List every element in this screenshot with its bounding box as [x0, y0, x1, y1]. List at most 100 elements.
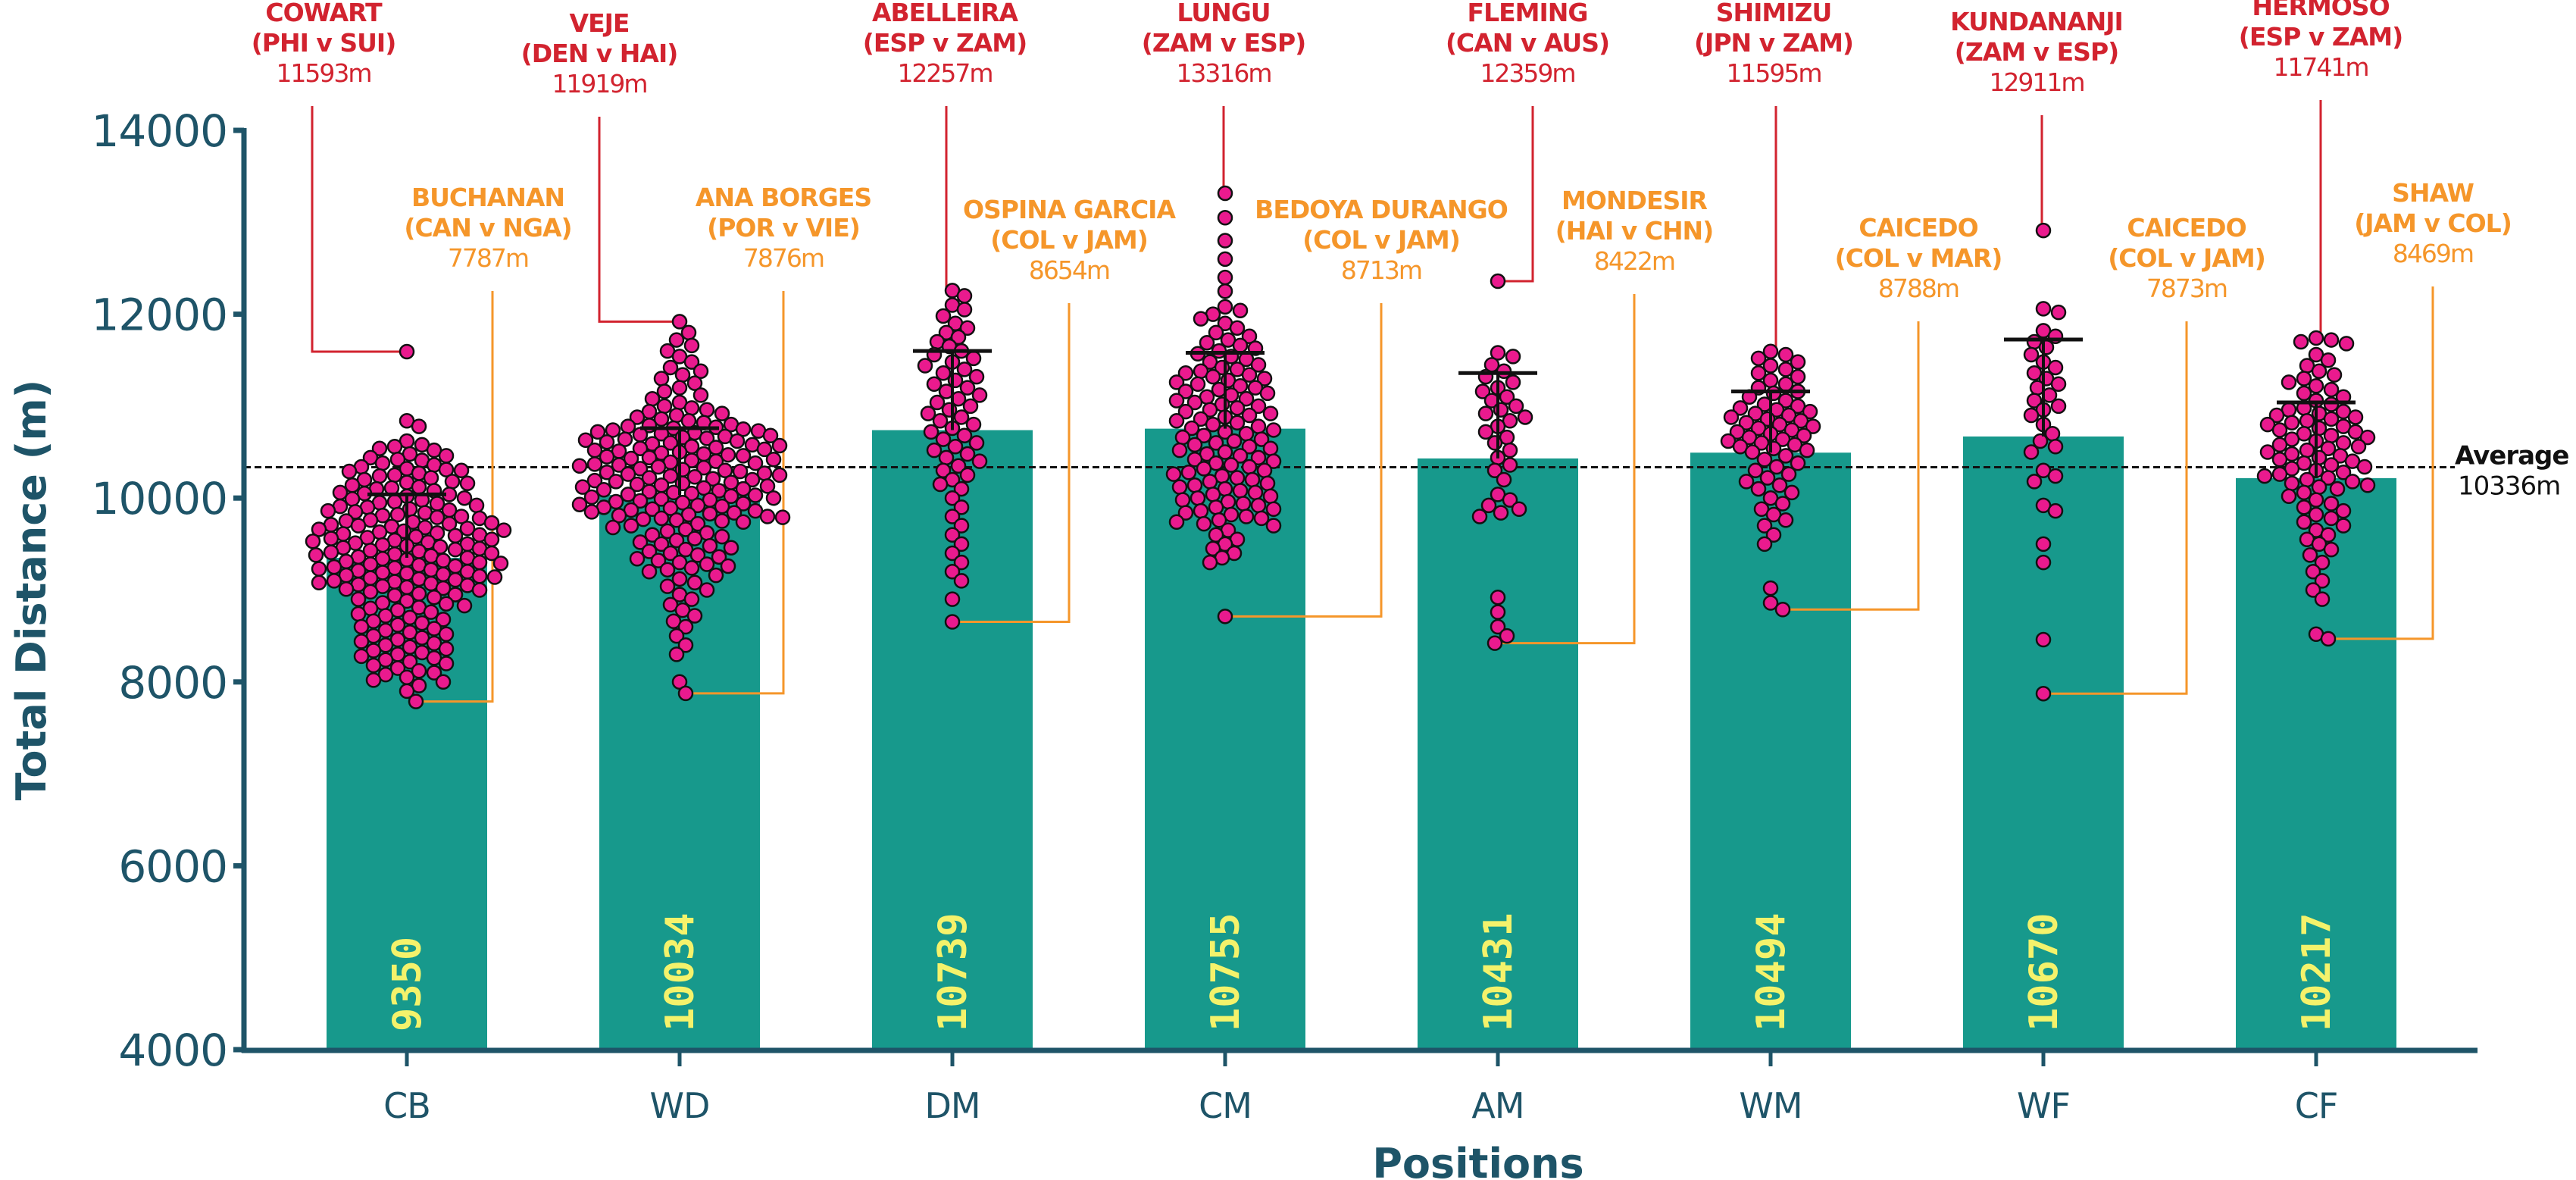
data-point-wd	[771, 437, 788, 454]
data-point-wd	[611, 507, 627, 524]
min-annotation-value: 7873m	[2146, 274, 2227, 303]
data-point-wd	[641, 449, 658, 466]
data-point-cf	[2323, 541, 2340, 558]
data-point-cm	[1238, 426, 1255, 442]
data-point-cb	[496, 522, 512, 538]
min-annotation-player: SHAW	[2392, 178, 2474, 208]
data-point-cb	[389, 660, 406, 676]
data-point-cm	[1217, 209, 1233, 226]
data-point-am	[1499, 389, 1515, 405]
data-point-wm	[1765, 527, 1782, 543]
max-annotation-match: (PHI v SUI)	[252, 28, 396, 58]
data-point-wd	[683, 400, 700, 416]
data-point-cb	[426, 665, 442, 681]
data-point-cm	[1171, 442, 1188, 459]
data-point-cm	[1168, 514, 1185, 530]
data-point-wd	[623, 450, 639, 467]
data-point-wd	[671, 571, 688, 587]
data-point-cf	[2299, 442, 2315, 459]
data-point-wm	[1802, 403, 1818, 420]
data-point-cm	[1226, 433, 1243, 449]
data-point-wd	[708, 567, 724, 584]
max-annotation-value: 13316m	[1176, 58, 1271, 88]
data-point-wd	[774, 509, 791, 525]
data-point-cf	[2299, 471, 2315, 488]
data-point-wm	[1750, 365, 1767, 381]
data-point-wf	[2047, 468, 2064, 484]
data-point-cm	[1262, 440, 1279, 456]
max-annotation-match: (CAN v AUS)	[1446, 28, 1609, 58]
data-point-wm	[1790, 455, 1806, 471]
data-point-cm	[1217, 283, 1233, 299]
data-point-wd	[620, 466, 636, 482]
min-annotation-leader-line	[1783, 321, 1920, 611]
data-point-cm	[1174, 429, 1191, 446]
data-point-cb	[459, 475, 476, 492]
bar-value-label-wm: 10494	[1749, 912, 1794, 1031]
data-point-dm	[968, 368, 985, 385]
data-point-cb	[362, 584, 379, 600]
data-point-am	[1502, 492, 1518, 508]
data-point-wd	[747, 487, 764, 503]
data-point-am	[1505, 349, 1521, 365]
data-point-cf	[2281, 488, 2297, 505]
data-point-cb	[441, 515, 458, 532]
data-point-wd	[571, 496, 588, 512]
data-point-dm	[971, 453, 988, 469]
data-point-wf	[2026, 474, 2043, 490]
data-point-cf	[2344, 474, 2361, 490]
data-point-cf	[2335, 464, 2352, 480]
max-annotation-wm: SHIMIZU(JPN v ZAM)11595m	[1694, 0, 1854, 88]
max-annotation-match: (ESP v ZAM)	[2239, 22, 2402, 52]
data-point-dm	[935, 431, 952, 447]
data-point-dm	[929, 394, 946, 411]
data-point-cf	[2296, 484, 2312, 501]
data-point-wd	[662, 500, 679, 516]
data-point-wf	[2050, 376, 2067, 393]
bar-value-label-wf: 10670	[2021, 912, 2067, 1031]
data-point-cm	[1174, 492, 1191, 508]
data-point-cm	[1253, 510, 1270, 527]
data-point-wd	[735, 496, 752, 512]
data-point-wm	[1777, 362, 1794, 377]
data-point-am	[1480, 497, 1497, 514]
data-point-cf	[2350, 439, 2367, 455]
data-point-cb	[438, 462, 455, 477]
max-annotation-leader-line	[945, 106, 952, 292]
data-point-wd	[699, 556, 715, 572]
data-point-wd	[629, 551, 646, 567]
data-point-wf	[2023, 444, 2040, 460]
data-point-wd	[599, 464, 615, 480]
min-annotation-cb: BUCHANAN(CAN v NGA)7787m	[404, 183, 572, 273]
data-point-cf	[2296, 385, 2312, 402]
data-point-dm	[932, 476, 949, 493]
data-point-wd	[692, 387, 709, 403]
data-point-cm	[1241, 459, 1258, 475]
data-point-wd	[656, 398, 673, 415]
data-point-cf	[2268, 407, 2285, 424]
data-point-cf	[2320, 470, 2337, 486]
min-annotation-player: CAICEDO	[1859, 213, 1977, 243]
data-point-wd	[696, 459, 712, 476]
data-point-am	[1496, 471, 1512, 488]
data-point-wd	[583, 504, 600, 520]
data-point-cf	[2305, 563, 2321, 580]
data-point-cm	[1186, 394, 1203, 411]
data-point-dm	[938, 449, 955, 466]
bar-value-label-dm: 10739	[930, 912, 976, 1031]
y-tick-label: 8000	[118, 657, 227, 709]
y-tick-label: 10000	[91, 473, 227, 524]
data-point-wd	[702, 538, 718, 554]
data-point-cb	[386, 467, 403, 484]
data-point-dm	[956, 362, 973, 377]
data-point-cm	[1232, 377, 1249, 394]
data-point-cf	[2302, 547, 2318, 563]
data-point-wd	[680, 324, 697, 341]
data-point-cb	[483, 531, 500, 548]
data-point-dm	[971, 387, 988, 403]
data-point-cm	[1193, 311, 1209, 327]
data-point-wd	[683, 337, 700, 354]
y-ticks-layer: 4000 6000 8000 10000 12000 14000	[91, 105, 244, 1076]
max-annotation-cm: LUNGU(ZAM v ESP)13316m	[1142, 0, 1306, 88]
data-point-dm	[947, 439, 964, 455]
